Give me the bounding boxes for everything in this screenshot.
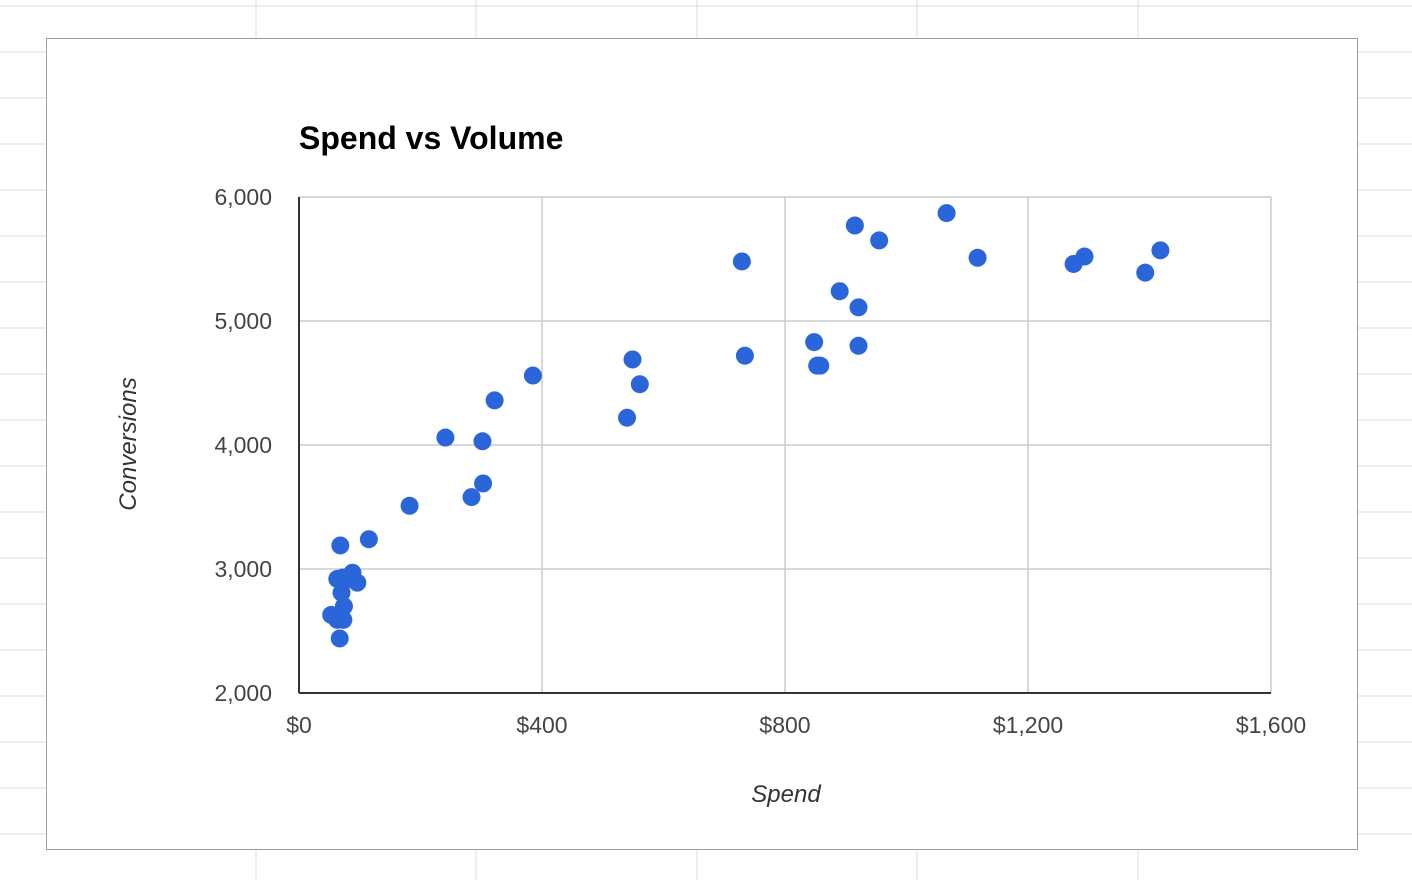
data-point[interactable] xyxy=(811,356,830,375)
data-point[interactable] xyxy=(1075,247,1094,266)
data-point[interactable] xyxy=(623,350,642,369)
axes xyxy=(298,197,1271,694)
y-tick-label: 3,000 xyxy=(214,556,272,582)
x-axis-title: Spend xyxy=(751,781,821,808)
data-point[interactable] xyxy=(630,375,649,394)
x-tick-label: $1,600 xyxy=(1236,712,1306,738)
data-point[interactable] xyxy=(359,530,378,549)
x-tick-label: $0 xyxy=(286,712,312,738)
scatter-chart: $0 $400 $800 $1,200 $1,600 2,000 3,000 4,000 5,… xyxy=(115,120,1306,808)
data-point[interactable] xyxy=(849,298,868,317)
data-point[interactable] xyxy=(849,336,868,355)
data-point[interactable] xyxy=(400,496,419,515)
data-point[interactable] xyxy=(735,346,754,365)
data-point[interactable] xyxy=(485,391,504,410)
x-tick-label: $1,200 xyxy=(993,712,1063,738)
x-tick-label: $400 xyxy=(516,712,567,738)
y-tick-label: 4,000 xyxy=(214,432,272,458)
data-point[interactable] xyxy=(845,216,864,235)
y-tick-label: 2,000 xyxy=(214,680,272,706)
data-point[interactable] xyxy=(937,204,956,223)
y-tick-labels: 2,000 3,000 4,000 5,000 6,000 xyxy=(214,184,272,706)
data-point[interactable] xyxy=(1136,263,1155,282)
y-axis-title: Conversions xyxy=(115,377,142,510)
data-point[interactable] xyxy=(474,474,493,493)
data-point[interactable] xyxy=(732,252,751,271)
data-point[interactable] xyxy=(330,629,349,648)
x-tick-labels: $0 $400 $800 $1,200 $1,600 xyxy=(286,712,1306,738)
data-point[interactable] xyxy=(618,408,637,427)
data-points xyxy=(322,204,1170,648)
data-point[interactable] xyxy=(334,610,353,629)
chart-container[interactable]: $0 $400 $800 $1,200 $1,600 2,000 3,000 4,000 5,… xyxy=(46,38,1358,850)
data-point[interactable] xyxy=(805,333,824,352)
y-tick-label: 6,000 xyxy=(214,184,272,210)
data-point[interactable] xyxy=(870,231,889,250)
data-point[interactable] xyxy=(331,536,350,555)
data-point[interactable] xyxy=(523,366,542,385)
data-point[interactable] xyxy=(473,432,492,451)
y-tick-label: 5,000 xyxy=(214,308,272,334)
data-point[interactable] xyxy=(462,488,481,507)
data-point[interactable] xyxy=(830,282,849,301)
data-point[interactable] xyxy=(343,563,362,582)
data-point[interactable] xyxy=(1151,241,1170,260)
chart-title: Spend vs Volume xyxy=(299,120,563,156)
data-point[interactable] xyxy=(968,248,987,267)
data-point[interactable] xyxy=(334,597,353,616)
data-point[interactable] xyxy=(436,428,455,447)
x-tick-label: $800 xyxy=(759,712,810,738)
